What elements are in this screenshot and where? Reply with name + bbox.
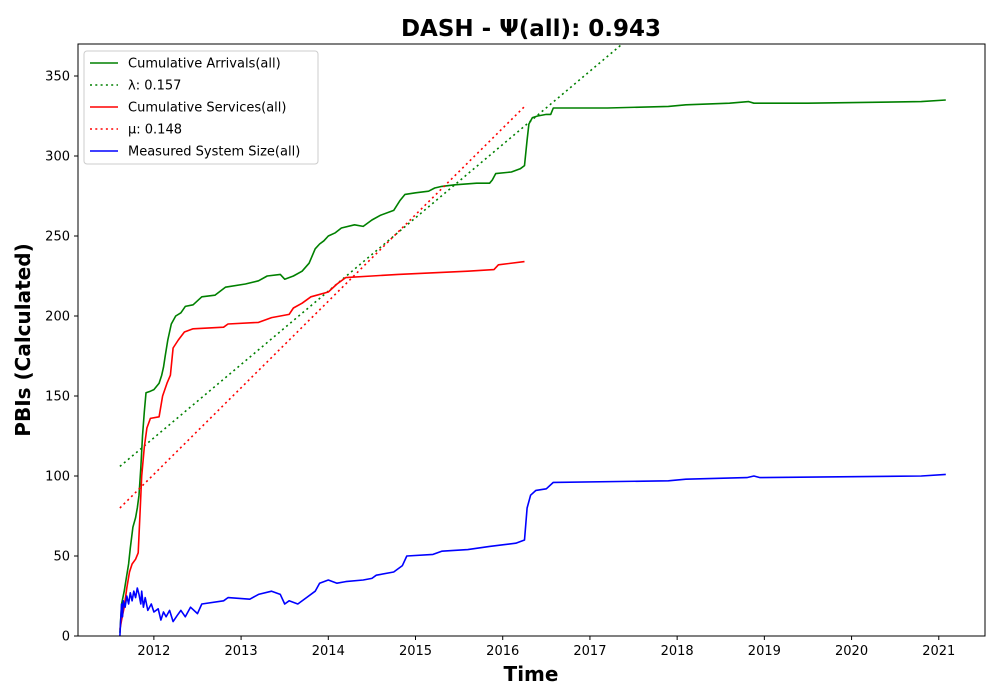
x-axis-title: Time <box>504 662 559 686</box>
x-tick-label: 2014 <box>312 644 345 659</box>
legend-label: λ: 0.157 <box>128 79 181 94</box>
series-line-3 <box>119 104 527 509</box>
x-tick-label: 2020 <box>835 644 868 659</box>
y-tick-label: 350 <box>45 70 70 85</box>
x-tick-label: 2015 <box>399 644 432 659</box>
series-line-2 <box>119 260 525 630</box>
legend-label: Measured System Size(all) <box>128 145 300 160</box>
y-tick-label: 200 <box>45 310 70 325</box>
legend-box <box>83 50 319 165</box>
x-tick-label: 2021 <box>922 644 955 659</box>
x-tick-label: 2017 <box>573 644 606 659</box>
y-tick-label: 50 <box>53 550 70 565</box>
y-tick-label: 150 <box>45 390 70 405</box>
plot-area <box>119 44 946 636</box>
y-tick-label: 0 <box>62 630 70 645</box>
y-axis-title: PBIs (Calculated) <box>11 243 35 436</box>
y-axis: 0 50 100 150 200 250 300 350 <box>45 70 78 645</box>
y-tick-label: 100 <box>45 470 70 485</box>
legend-label: μ: 0.148 <box>128 123 182 138</box>
legend: Cumulative Arrivals(all) λ: 0.157 Cumulati… <box>83 50 319 165</box>
x-tick-label: 2018 <box>661 644 694 659</box>
y-tick-label: 300 <box>45 150 70 165</box>
plot-frame <box>77 43 986 637</box>
x-tick-label: 2016 <box>486 644 519 659</box>
legend-label: Cumulative Arrivals(all) <box>128 57 281 72</box>
x-tick-label: 2012 <box>137 644 170 659</box>
series-line-1 <box>119 44 623 468</box>
series-line-4 <box>119 473 946 636</box>
legend-label: Cumulative Services(all) <box>128 101 286 116</box>
x-axis: 2012 2013 2014 2015 2016 2017 2018 2019 2020 2021 <box>137 636 955 659</box>
chart-title: DASH - Ψ(all): 0.943 <box>401 16 661 42</box>
x-tick-label: 2013 <box>225 644 258 659</box>
y-tick-label: 250 <box>45 230 70 245</box>
x-tick-label: 2019 <box>748 644 781 659</box>
series-line-0 <box>119 99 946 633</box>
